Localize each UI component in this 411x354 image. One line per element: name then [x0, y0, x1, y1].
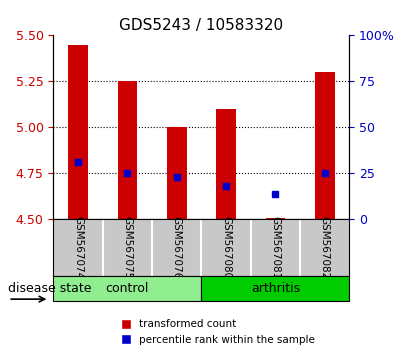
Bar: [68, 45, 88, 219]
Text: GSM567075: GSM567075: [122, 216, 132, 279]
Bar: [216, 109, 236, 219]
Bar: [53, 276, 201, 301]
Bar: [167, 127, 187, 219]
Text: control: control: [106, 282, 149, 295]
Bar: [266, 218, 285, 219]
Bar: [118, 81, 137, 219]
Text: disease state: disease state: [8, 282, 92, 295]
Text: GSM567074: GSM567074: [73, 216, 83, 279]
Legend: transformed count, percentile rank within the sample: transformed count, percentile rank withi…: [116, 315, 319, 349]
Text: GSM567082: GSM567082: [320, 216, 330, 279]
Text: GSM567081: GSM567081: [270, 216, 280, 279]
Bar: [315, 72, 335, 219]
Title: GDS5243 / 10583320: GDS5243 / 10583320: [119, 18, 284, 33]
Bar: [201, 276, 349, 301]
Text: GSM567076: GSM567076: [172, 216, 182, 279]
Text: arthritis: arthritis: [251, 282, 300, 295]
Text: GSM567080: GSM567080: [221, 216, 231, 279]
